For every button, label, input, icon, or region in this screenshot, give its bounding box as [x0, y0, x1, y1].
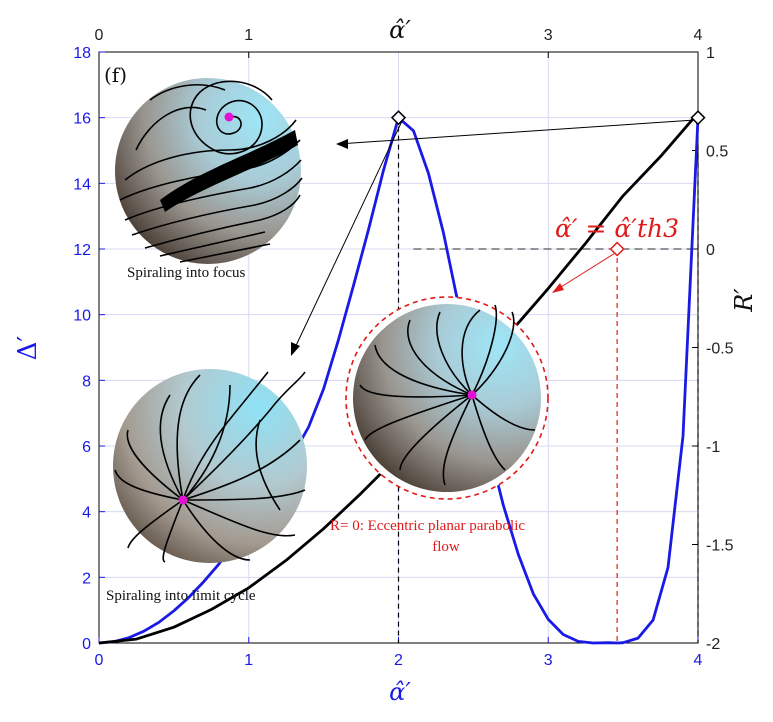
x-tick-label-bottom: 1 — [244, 652, 253, 669]
arrow-to-parabolic-head — [552, 283, 564, 293]
sphere-focus — [115, 78, 301, 264]
diamond-marker — [609, 241, 625, 257]
diamond-marker — [690, 110, 706, 126]
arrow-to-limit-cycle — [292, 120, 403, 353]
x-axis-label-bottom: α̂′ — [389, 678, 411, 706]
inset-focus-label: Spiraling into focus — [127, 265, 245, 281]
inset-limit-cycle-label: Spiraling into limit cycle — [106, 588, 256, 604]
focus-point — [224, 112, 234, 122]
axis-ticks: 0 1 2 3 40 1 3 4024681012141618-2-1.5-1-0.500.5… — [73, 27, 733, 669]
inset-parabolic-label-line2: flow — [432, 539, 460, 555]
streamlines-parabolic — [359, 304, 536, 486]
arrow-to-parabolic — [552, 249, 621, 293]
y-tick-label-right: 1 — [706, 45, 715, 62]
arrow-to-focus — [337, 119, 696, 145]
streamlines-limit-cycle — [114, 371, 306, 563]
y-tick-label-left: 0 — [82, 636, 91, 653]
y-tick-label-left: 14 — [73, 176, 91, 193]
point-markers — [390, 110, 706, 257]
y-tick-label-right: 0 — [706, 242, 715, 259]
y-axis-label-left: Δ′ — [13, 336, 43, 361]
y-tick-label-left: 8 — [82, 373, 91, 390]
inset-parabolic-label-line1: R= 0: Eccentric planar parabolic — [330, 518, 525, 534]
arrow-to-focus-head — [336, 139, 348, 149]
y-tick-label-left: 16 — [73, 111, 91, 128]
inset-limit-cycle — [113, 369, 307, 563]
y-tick-label-right: -0.5 — [706, 341, 734, 358]
y-tick-label-right: -2 — [706, 636, 720, 653]
sphere-limit-cycle — [113, 369, 307, 563]
arrow-to-limit-cycle-head — [291, 342, 300, 356]
y-tick-label-left: 10 — [73, 308, 91, 325]
y-tick-label-right: -1.5 — [706, 538, 734, 555]
x-tick-label-top: 4 — [694, 27, 703, 44]
x-tick-label-top: 3 — [544, 27, 553, 44]
x-tick-label-top: 1 — [244, 27, 253, 44]
panel-label: (f) — [104, 63, 127, 87]
x-axis-label-top: α̂′ — [389, 16, 411, 44]
x-tick-label-bottom: 3 — [544, 652, 553, 669]
y-tick-label-right: -1 — [706, 439, 720, 456]
y-tick-label-left: 6 — [82, 439, 91, 456]
y-tick-label-left: 4 — [82, 505, 91, 522]
delta-curve — [98, 116, 700, 645]
x-tick-label-bottom: 0 — [95, 652, 104, 669]
parabolic-point — [467, 390, 477, 400]
threshold-label: α̂′ = α̂′th3 — [555, 214, 679, 243]
dense-flow-band — [160, 130, 298, 212]
y-tick-label-right: 0.5 — [706, 144, 728, 161]
x-tick-label-bottom: 4 — [694, 652, 703, 669]
y-tick-label-left: 2 — [82, 570, 91, 587]
inset-parabolic — [345, 296, 549, 500]
x-tick-label-bottom: 2 — [394, 652, 403, 669]
y-tick-label-left: 12 — [73, 242, 91, 259]
y-axis-label-right: R′ — [730, 288, 758, 313]
sphere-parabolic — [353, 304, 541, 492]
inset-focus — [115, 78, 303, 264]
x-tick-label-top: 0 — [95, 27, 104, 44]
diamond-marker — [390, 110, 407, 126]
y-tick-label-left: 18 — [73, 45, 91, 62]
limit-cycle-point — [178, 495, 188, 505]
annotation-arrows — [291, 119, 696, 356]
